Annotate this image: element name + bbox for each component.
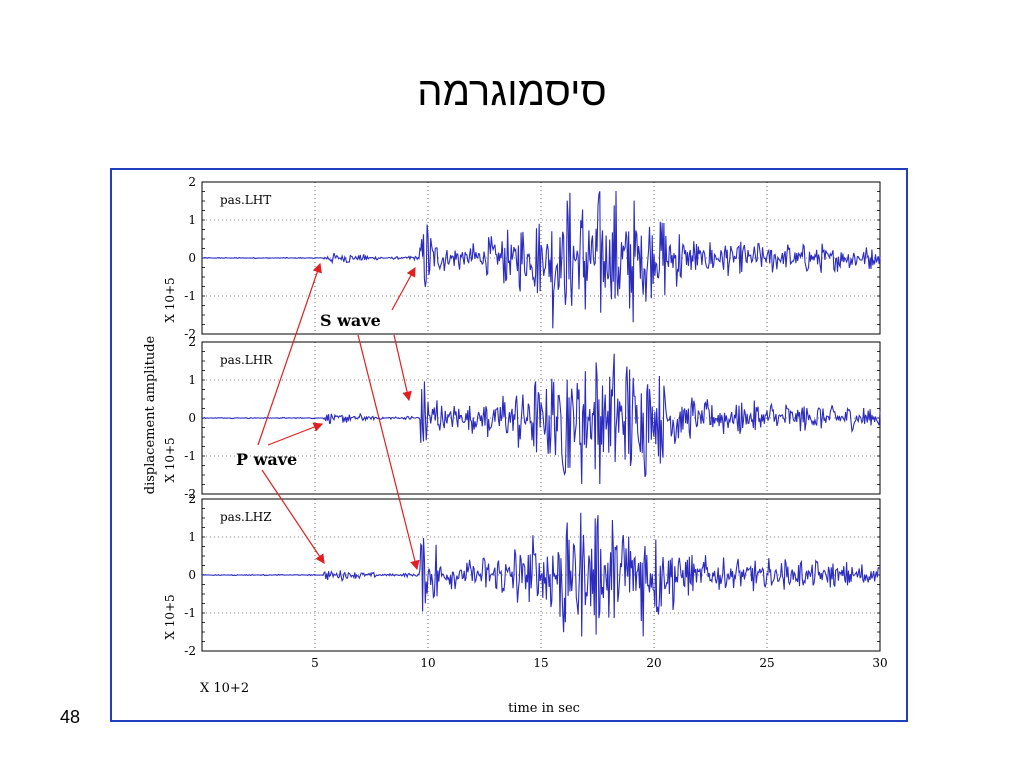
- y-tick-label: 2: [188, 492, 196, 506]
- x-axis-label: time in sec: [508, 701, 580, 716]
- y-multiplier-label: X 10+5: [163, 277, 177, 322]
- x-tick-label: 15: [533, 656, 548, 670]
- y-axis-label: displacement amplitude: [143, 335, 158, 494]
- x-tick-label: 10: [420, 656, 435, 670]
- y-tick-label: -2: [184, 487, 196, 501]
- y-tick-label: 0: [188, 411, 196, 425]
- y-tick-label: -1: [184, 449, 196, 463]
- seismic-trace: [201, 512, 881, 637]
- y-tick-label: 2: [188, 175, 196, 189]
- slide-title: סיסמוגרמה: [417, 70, 607, 114]
- y-tick-label: -2: [184, 327, 196, 341]
- seismogram-figure: 2 1 0 -1 -2 pas.LHT X 10+5 2 1 0 -1 -2 pas.LHR X 10+5…: [110, 168, 908, 722]
- x-tick-label: 20: [646, 656, 661, 670]
- seismogram-panel: 2 1 0 -1 -2 pas.LHZ X 10+5: [163, 492, 881, 658]
- p-wave-label: P wave: [236, 450, 297, 469]
- y-tick-label: 2: [188, 335, 196, 349]
- s-wave-label: S wave: [320, 311, 381, 330]
- channel-label: pas.LHZ: [220, 510, 272, 524]
- channel-label: pas.LHR: [220, 353, 273, 367]
- p-wave-arrow: [257, 262, 322, 446]
- y-tick-label: 1: [188, 373, 196, 387]
- s-wave-arrow: [357, 334, 420, 571]
- seismogram-panel: 2 1 0 -1 -2 pas.LHR X 10+5: [163, 335, 881, 501]
- y-tick-label: 0: [188, 251, 196, 265]
- y-multiplier-label: X 10+5: [163, 594, 177, 639]
- y-tick-label: -1: [184, 289, 196, 303]
- x-tick-label: 25: [759, 656, 774, 670]
- p-wave-arrow: [261, 469, 325, 564]
- page-number: 48: [60, 707, 81, 727]
- seismic-trace: [201, 190, 881, 329]
- x-multiplier-label: X 10+2: [200, 681, 249, 696]
- seismic-trace: [201, 353, 881, 485]
- s-wave-arrow: [391, 266, 416, 311]
- y-multiplier-label: X 10+5: [163, 437, 177, 482]
- x-tick-label: 5: [311, 656, 319, 670]
- y-tick-label: 0: [188, 568, 196, 582]
- y-tick-label: -2: [184, 644, 196, 658]
- x-tick-label: 30: [872, 656, 887, 670]
- p-wave-arrow: [267, 422, 324, 446]
- y-tick-label: 1: [188, 530, 196, 544]
- seismogram-panel: 2 1 0 -1 -2 pas.LHT X 10+5: [163, 175, 881, 341]
- y-tick-label: 1: [188, 213, 196, 227]
- channel-label: pas.LHT: [220, 193, 271, 207]
- s-wave-arrow: [393, 334, 412, 402]
- y-tick-label: -1: [184, 606, 196, 620]
